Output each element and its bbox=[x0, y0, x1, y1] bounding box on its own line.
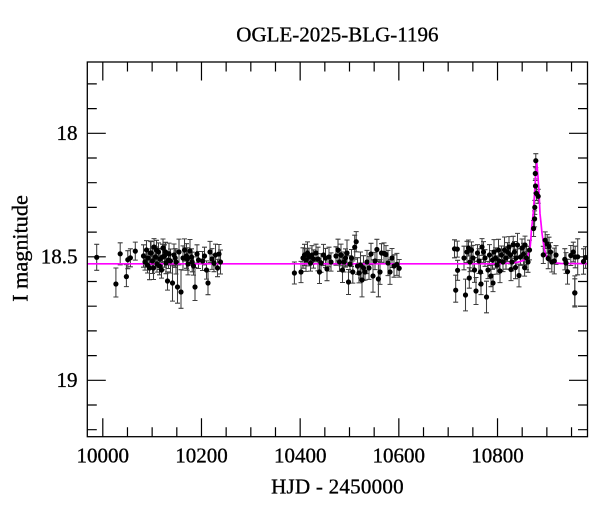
svg-text:10600: 10600 bbox=[373, 443, 426, 467]
svg-text:I magnitude: I magnitude bbox=[8, 195, 33, 302]
svg-text:18.5: 18.5 bbox=[41, 245, 78, 269]
svg-text:10200: 10200 bbox=[175, 443, 228, 467]
svg-text:18: 18 bbox=[57, 121, 78, 145]
svg-text:HJD - 2450000: HJD - 2450000 bbox=[271, 474, 404, 498]
svg-text:OGLE-2025-BLG-1196: OGLE-2025-BLG-1196 bbox=[236, 23, 438, 47]
svg-text:10400: 10400 bbox=[274, 443, 327, 467]
svg-text:19: 19 bbox=[57, 368, 78, 392]
svg-text:10800: 10800 bbox=[471, 443, 524, 467]
svg-text:10000: 10000 bbox=[77, 443, 130, 467]
